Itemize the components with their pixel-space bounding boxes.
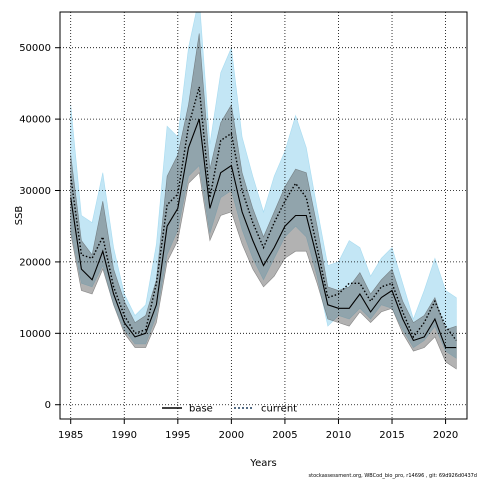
y-tick-label-10000: 10000 xyxy=(19,329,51,340)
y-axis-title: SSB xyxy=(14,206,25,226)
y-tick-label-0: 0 xyxy=(45,400,51,411)
footer-credit: stockassessment.org, WBCod_bio_pro, r146… xyxy=(309,473,477,479)
line-base xyxy=(70,118,457,349)
legend: base current xyxy=(162,404,297,415)
x-tick-label-1995: 1995 xyxy=(165,430,190,441)
y-tick-label-50000: 50000 xyxy=(19,43,51,54)
y-tick-label-30000: 30000 xyxy=(19,186,51,197)
confidence-bands xyxy=(70,12,457,370)
band-base xyxy=(70,33,457,370)
y-tick-label-40000: 40000 xyxy=(19,115,51,126)
x-axis: 1985 1990 1995 2000 2005 2010 2015 2020 xyxy=(58,419,458,441)
x-axis-title: Years xyxy=(249,458,276,469)
legend-label-current: current xyxy=(261,404,297,415)
series-lines xyxy=(70,86,457,349)
plot-frame xyxy=(59,11,468,420)
y-axis: 0 10000 20000 30000 40000 50000 xyxy=(19,43,60,411)
x-tick-label-2000: 2000 xyxy=(219,430,244,441)
legend-label-base: base xyxy=(189,404,213,415)
x-tick-label-2005: 2005 xyxy=(272,430,297,441)
x-tick-label-1990: 1990 xyxy=(112,430,137,441)
y-tick-label-20000: 20000 xyxy=(19,257,51,268)
x-tick-label-1985: 1985 xyxy=(58,430,83,441)
grid-lines xyxy=(60,12,467,419)
x-tick-label-2010: 2010 xyxy=(326,430,351,441)
line-current xyxy=(70,86,457,341)
x-tick-label-2020: 2020 xyxy=(433,430,458,441)
x-tick-label-2015: 2015 xyxy=(379,430,404,441)
